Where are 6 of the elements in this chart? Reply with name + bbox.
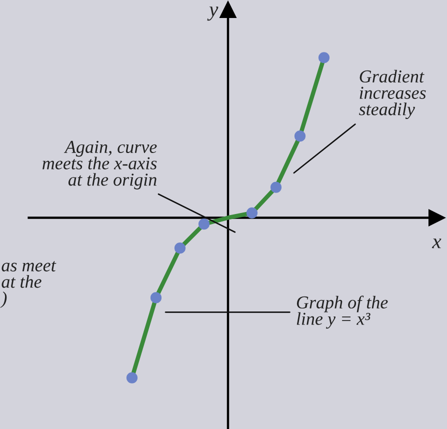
text: Gradient increases steadily xyxy=(359,70,426,120)
annotation: Graph of the line y = x³ xyxy=(296,296,388,329)
y-axis-title: y xyxy=(207,6,218,21)
x-axis-title: x xyxy=(432,238,442,248)
annotation: Again, curve meets the x-axis at the origin xyxy=(42,140,157,190)
text: as meet at the ) xyxy=(0,261,56,308)
